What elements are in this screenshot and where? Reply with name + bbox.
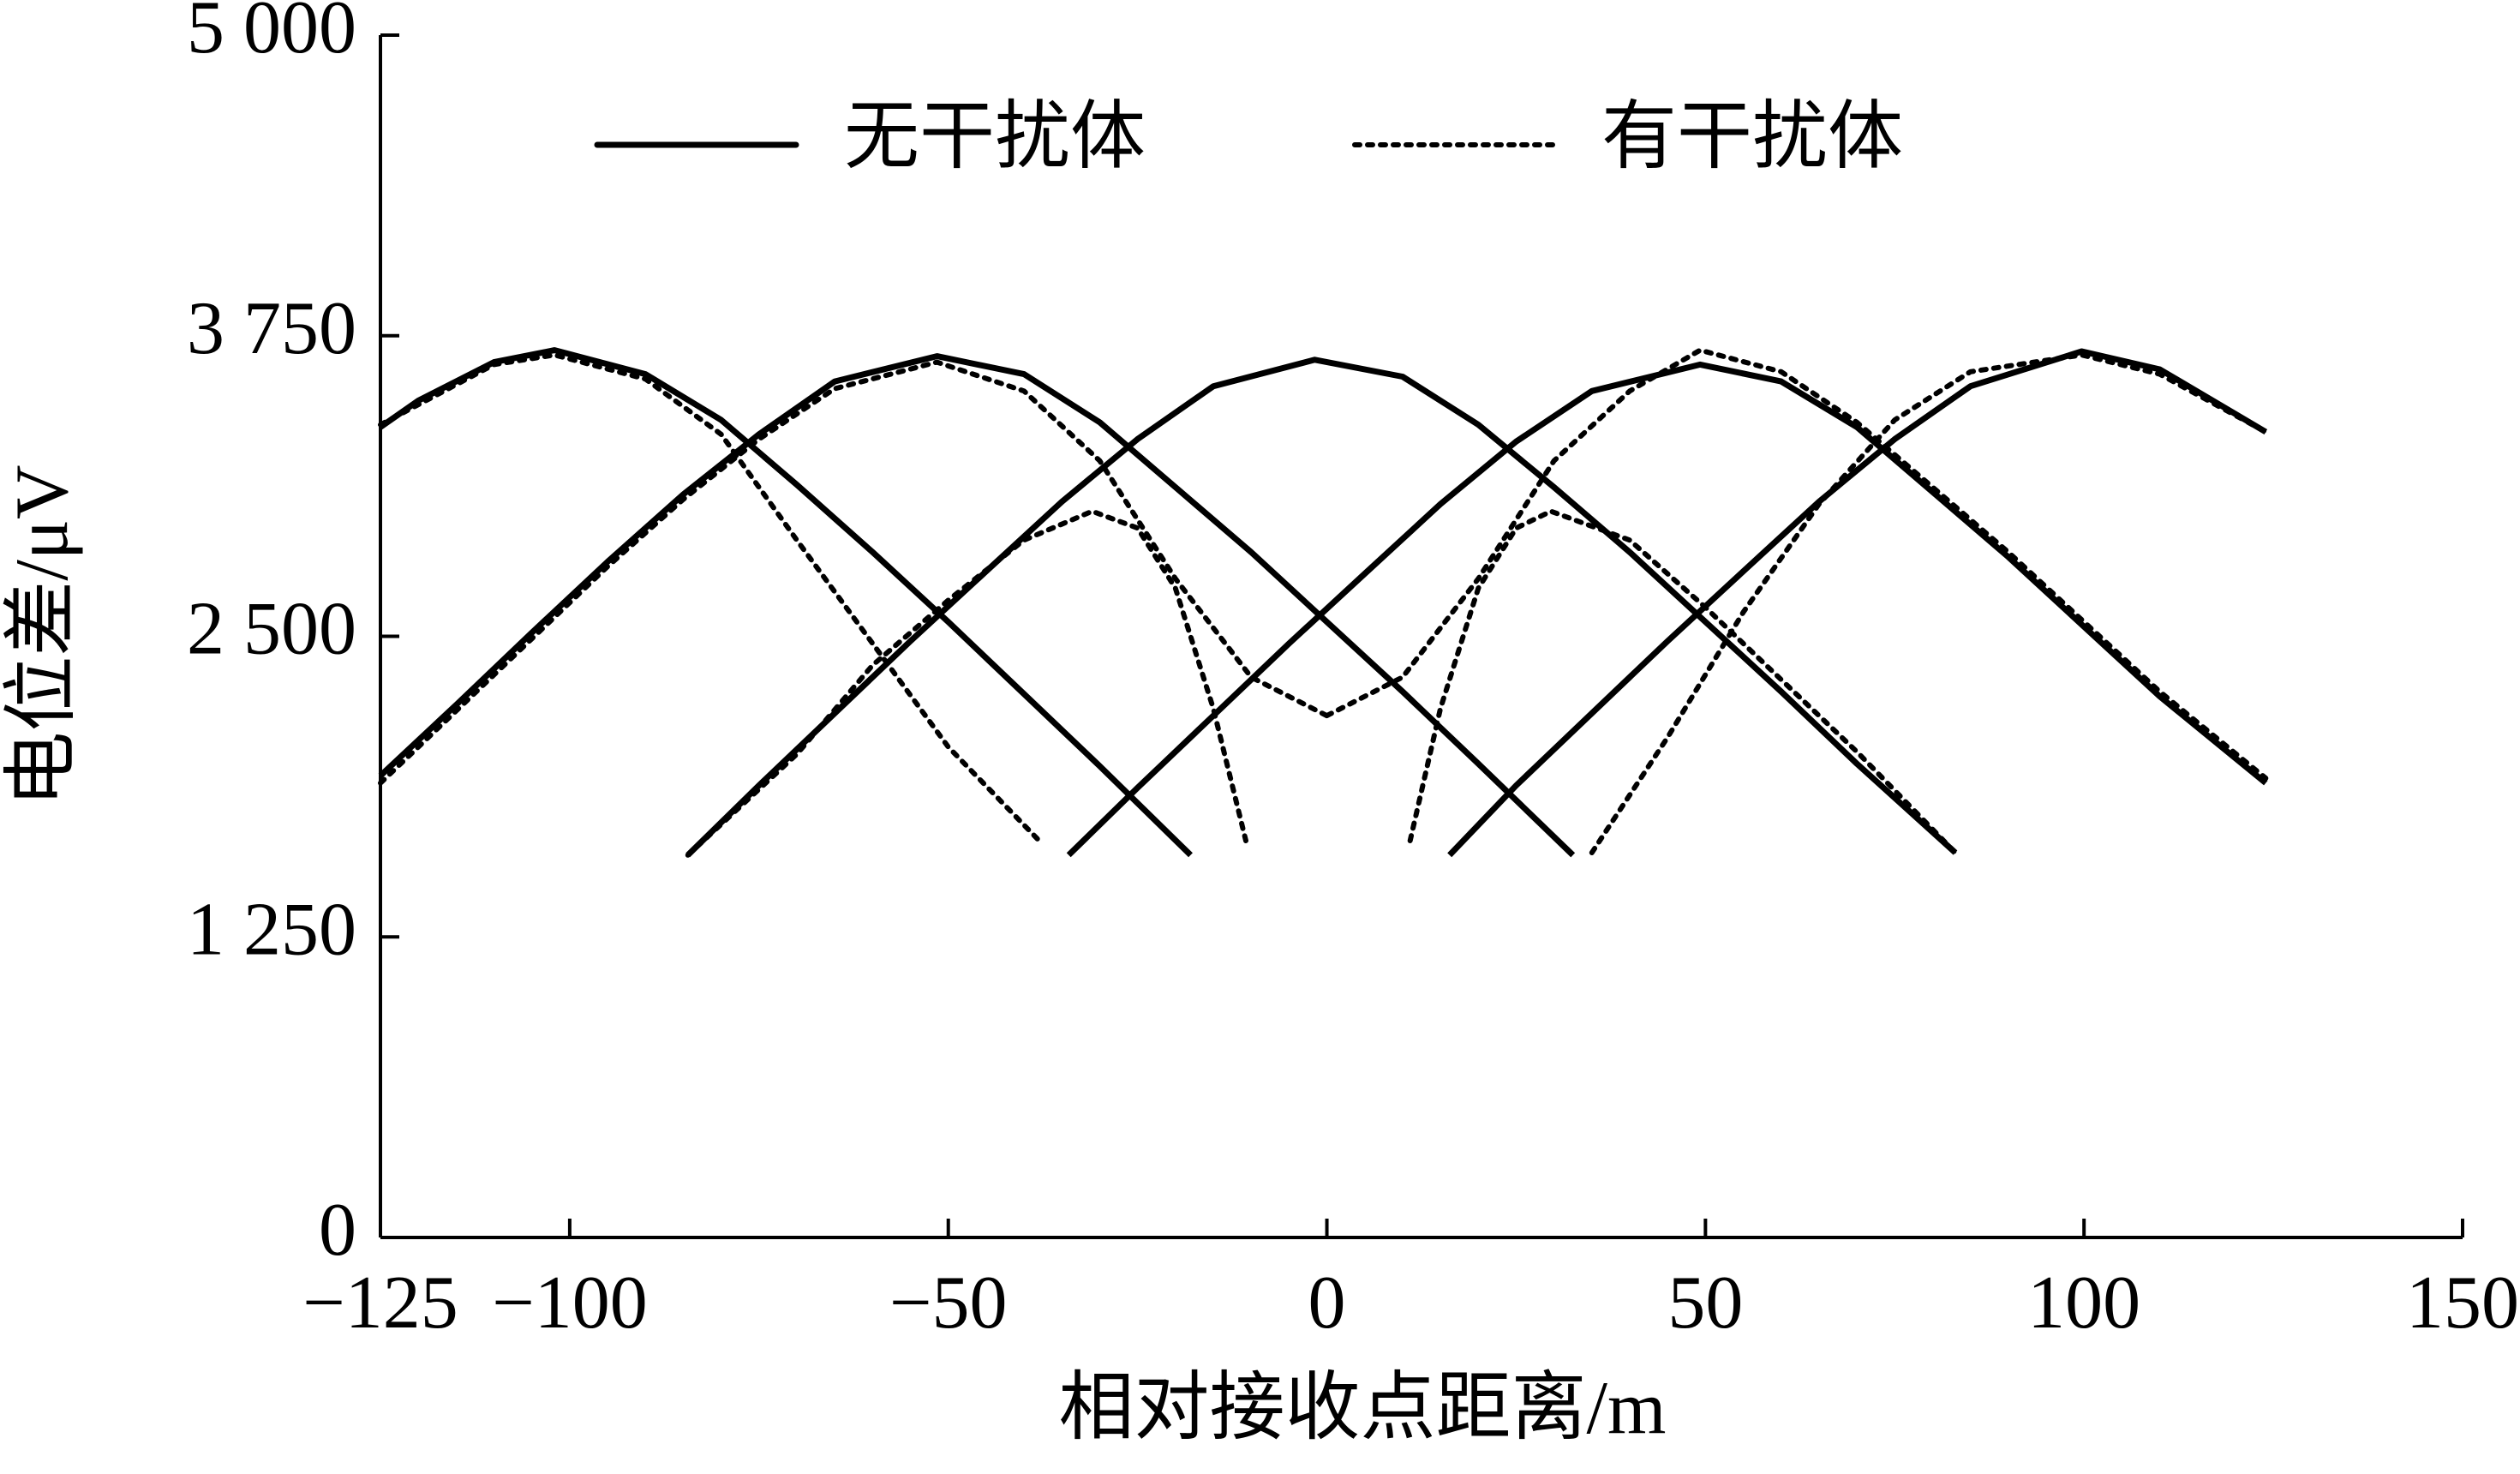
data-line bbox=[378, 352, 1042, 843]
data-line bbox=[685, 357, 1958, 858]
x-axis-label: 相对接收点距离/m bbox=[1059, 1367, 1667, 1450]
y-axis-label: 电位差/μV bbox=[1, 464, 84, 806]
x-tick-label: 0 bbox=[1308, 1261, 1346, 1345]
y-tick-label: 2 500 bbox=[187, 588, 356, 671]
y-tick-label: 3 750 bbox=[187, 287, 356, 370]
legend-label: 无干扰体 bbox=[844, 96, 1146, 179]
data-line bbox=[378, 347, 1193, 858]
y-tick-label: 5 000 bbox=[187, 0, 356, 69]
x-tick-label: −100 bbox=[492, 1261, 648, 1345]
data-line bbox=[1589, 352, 2269, 855]
x-tick-label: −125 bbox=[302, 1261, 458, 1345]
x-tick-label: 100 bbox=[2027, 1261, 2140, 1345]
y-tick-label: 0 bbox=[319, 1189, 356, 1272]
x-tick-label: 50 bbox=[1667, 1261, 1743, 1345]
x-tick-label: −50 bbox=[889, 1261, 1008, 1345]
x-tick-label: 150 bbox=[2406, 1261, 2519, 1345]
data-line bbox=[685, 508, 1958, 858]
legend-label: 有干扰体 bbox=[1601, 96, 1903, 179]
y-tick-label: 1 250 bbox=[187, 888, 356, 971]
data-line bbox=[1324, 347, 2269, 782]
data-line bbox=[378, 353, 1576, 858]
data-line bbox=[1066, 361, 2268, 858]
data-line bbox=[378, 359, 1330, 786]
